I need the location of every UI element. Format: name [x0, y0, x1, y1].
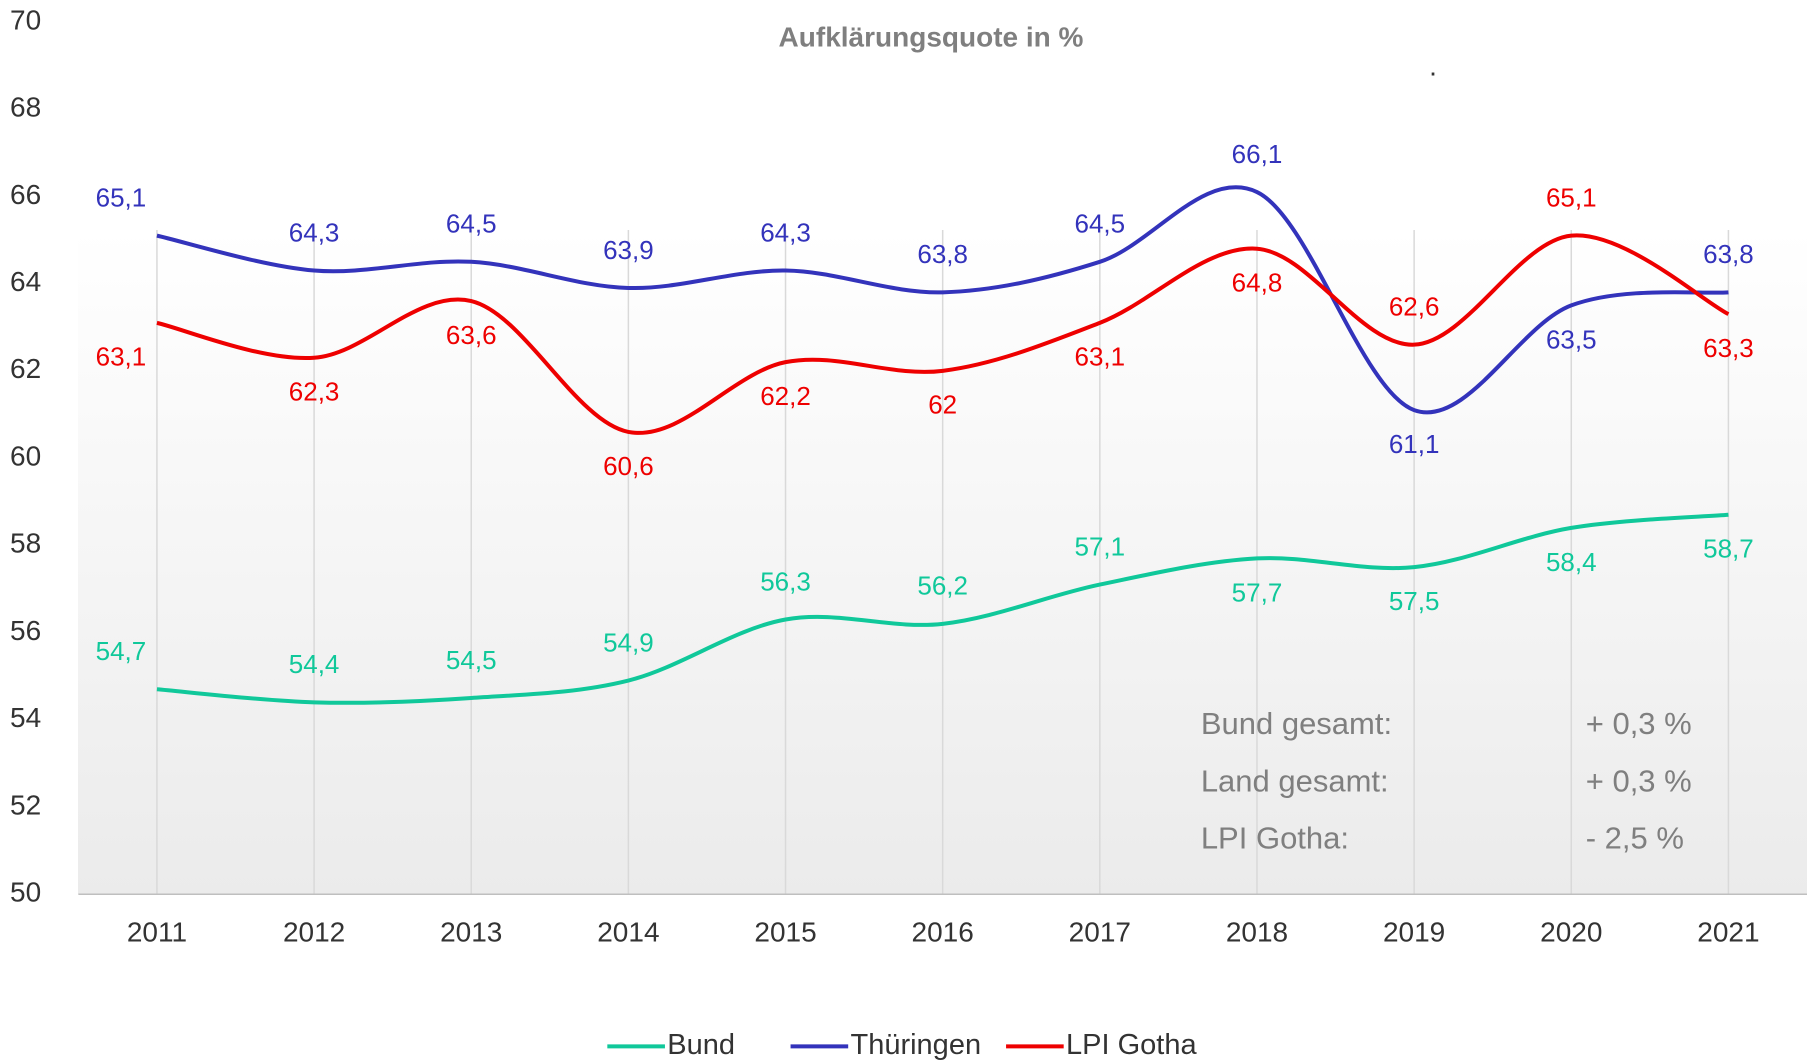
- y-tick-label: 64: [10, 266, 41, 297]
- legend-label: Bund: [667, 1029, 735, 1061]
- x-tick-label: 2015: [754, 917, 816, 948]
- value-label: 66,1: [1232, 139, 1283, 169]
- value-label: 54,7: [96, 636, 147, 666]
- value-label: 64,3: [289, 217, 340, 247]
- value-label: 62: [928, 390, 957, 420]
- value-label: 54,4: [289, 649, 340, 679]
- y-tick-label: 66: [10, 179, 41, 210]
- legend-label: LPI Gotha: [1066, 1029, 1197, 1061]
- value-label: 63,8: [1703, 239, 1754, 269]
- value-label: 62,3: [289, 377, 340, 407]
- value-label: 64,3: [760, 217, 811, 247]
- value-label: 63,9: [603, 235, 654, 265]
- y-tick-label: 68: [10, 92, 41, 123]
- y-tick-label: 54: [10, 702, 41, 733]
- chart-title: Aufklärungsquote in %: [779, 21, 1084, 52]
- annotation-value: + 0,3 %: [1586, 763, 1692, 798]
- value-label: 58,7: [1703, 534, 1754, 564]
- legend-label: Thüringen: [850, 1029, 981, 1061]
- y-tick-label: 70: [10, 4, 41, 35]
- annotation-value: + 0,3 %: [1586, 706, 1692, 741]
- value-label: 63,6: [446, 320, 497, 350]
- y-tick-label: 52: [10, 789, 41, 820]
- x-tick-label: 2020: [1540, 917, 1602, 948]
- value-label: 64,5: [446, 209, 497, 239]
- value-label: 63,8: [917, 239, 968, 269]
- x-tick-label: 2016: [912, 917, 974, 948]
- annotation-label: Land gesamt:: [1201, 763, 1389, 798]
- note: .: [1429, 50, 1437, 81]
- value-label: 54,5: [446, 645, 497, 675]
- x-tick-label: 2012: [283, 917, 345, 948]
- value-label: 54,9: [603, 627, 654, 657]
- x-tick-label: 2021: [1697, 917, 1759, 948]
- value-label: 57,5: [1389, 586, 1440, 616]
- annotation-value: - 2,5 %: [1586, 820, 1684, 855]
- x-tick-label: 2019: [1383, 917, 1445, 948]
- value-label: 63,3: [1703, 333, 1754, 363]
- series-line: [156, 233, 1730, 435]
- value-label: 65,1: [1546, 183, 1597, 213]
- value-label: 65,1: [96, 183, 147, 213]
- y-tick-label: 50: [10, 877, 41, 908]
- value-label: 62,6: [1389, 292, 1440, 322]
- x-tick-label: 2013: [440, 917, 502, 948]
- value-label: 63,1: [96, 342, 147, 372]
- value-label: 56,3: [760, 566, 811, 596]
- x-tick-label: 2011: [127, 917, 187, 948]
- value-label: 62,2: [760, 381, 811, 411]
- annotation-label: Bund gesamt:: [1201, 706, 1392, 741]
- value-label: 61,1: [1389, 429, 1440, 459]
- series-line: [156, 185, 1729, 415]
- value-label: 60,6: [603, 451, 654, 481]
- series-line: [156, 512, 1729, 705]
- x-tick-label: 2014: [597, 917, 659, 948]
- value-label: 63,1: [1075, 342, 1126, 372]
- annotation-label: LPI Gotha:: [1201, 820, 1349, 855]
- value-label: 57,7: [1232, 577, 1283, 607]
- x-tick-label: 2018: [1226, 917, 1288, 948]
- y-tick-label: 56: [10, 615, 41, 646]
- value-label: 56,2: [917, 571, 968, 601]
- y-tick-label: 60: [10, 440, 41, 471]
- y-tick-label: 62: [10, 353, 41, 384]
- value-label: 63,5: [1546, 324, 1597, 354]
- value-label: 58,4: [1546, 547, 1597, 577]
- x-tick-label: 2017: [1069, 917, 1131, 948]
- value-label: 64,5: [1075, 209, 1126, 239]
- value-label: 57,1: [1075, 531, 1126, 561]
- value-label: 64,8: [1232, 268, 1283, 298]
- y-tick-label: 58: [10, 528, 41, 559]
